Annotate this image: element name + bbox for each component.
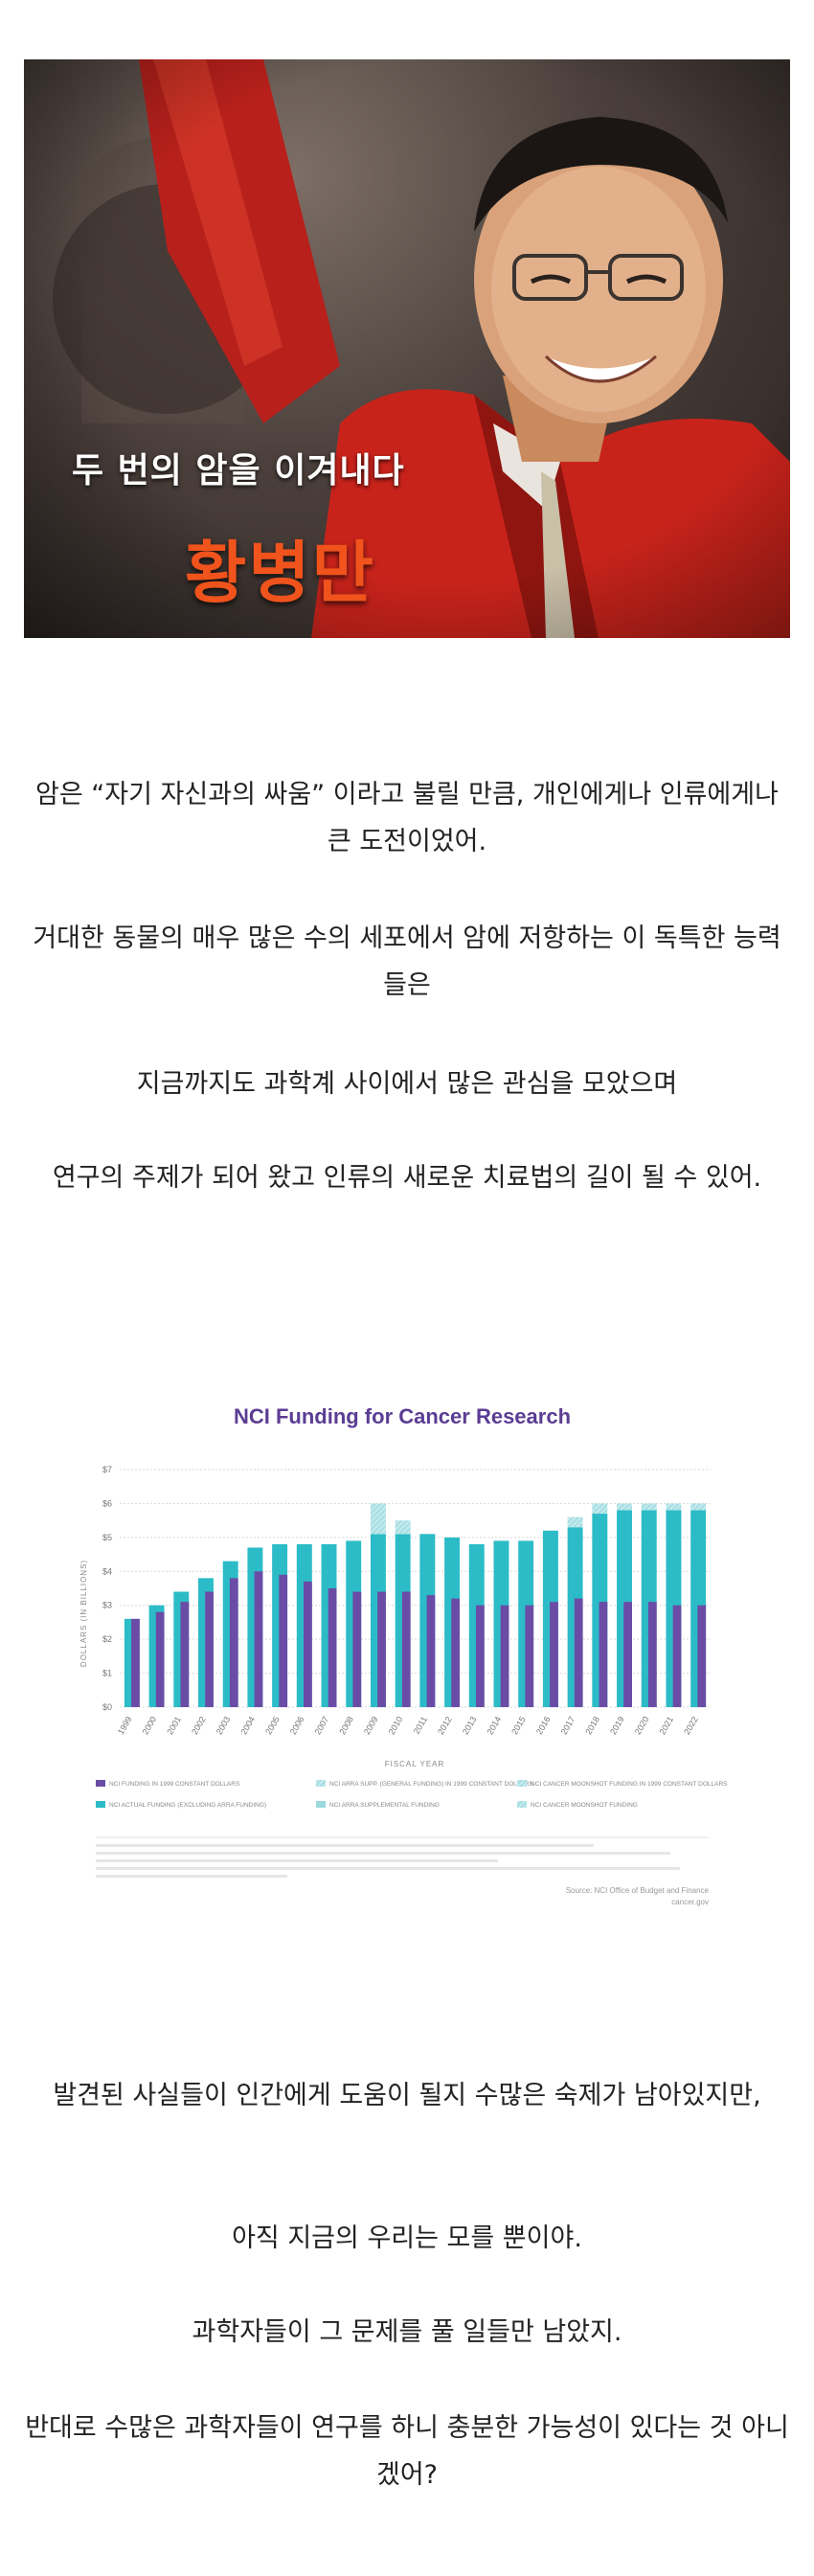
bar-constant-dollars bbox=[426, 1595, 436, 1707]
portrait-illustration bbox=[24, 59, 790, 638]
nci-funding-chart: NCI Funding for Cancer Research $0 $1 $2 $3… bbox=[67, 1383, 737, 1949]
chart-source: Source: NCI Office of Budget and Finance bbox=[566, 1886, 710, 1895]
bar-constant-dollars bbox=[672, 1605, 682, 1707]
y-tick-label: $5 bbox=[102, 1533, 112, 1542]
x-tick-label: 2015 bbox=[509, 1715, 528, 1736]
legend-swatch bbox=[316, 1780, 326, 1787]
legend-label: NCI ARRA SUPPLEMENTAL FUNDING bbox=[329, 1802, 440, 1809]
x-tick-label: 2016 bbox=[534, 1715, 553, 1736]
bar-constant-dollars bbox=[599, 1602, 608, 1707]
bar-constant-dollars bbox=[500, 1605, 509, 1707]
x-tick-label: 2005 bbox=[263, 1715, 282, 1736]
hero-photo: 두 번의 암을 이겨내다 황병만 bbox=[24, 59, 790, 638]
bar-constant-dollars bbox=[254, 1571, 263, 1707]
x-tick-label: 1999 bbox=[116, 1715, 134, 1736]
bar-constant-dollars bbox=[697, 1605, 707, 1707]
x-tick-label: 2007 bbox=[313, 1715, 331, 1736]
x-tick-label: 2019 bbox=[608, 1715, 626, 1736]
x-tick-label: 2011 bbox=[412, 1715, 429, 1736]
bar-constant-dollars bbox=[155, 1611, 165, 1707]
x-tick-label: 2004 bbox=[238, 1715, 257, 1736]
footnotes bbox=[96, 1836, 709, 1878]
bar-constant-dollars bbox=[647, 1602, 657, 1707]
bar-constant-dollars bbox=[525, 1605, 534, 1707]
y-tick-label: $6 bbox=[102, 1498, 112, 1508]
paragraph-4: 연구의 주제가 되어 왔고 인류의 새로운 치료법의 길이 될 수 있어. bbox=[52, 1163, 762, 1193]
chart-source-site: cancer.gov bbox=[671, 1898, 709, 1906]
x-tick-label: 2014 bbox=[486, 1715, 504, 1736]
paragraph-3: 지금까지도 과학계 사이에서 많은 관심을 모았으며 bbox=[136, 1069, 678, 1099]
x-tick-label: 2022 bbox=[682, 1715, 700, 1736]
x-tick-label: 2002 bbox=[190, 1715, 208, 1736]
legend-label: NCI ARRA SUPP. (GENERAL FUNDING) IN 1999… bbox=[329, 1781, 534, 1788]
legend-swatch bbox=[517, 1801, 527, 1808]
legend-swatch bbox=[96, 1801, 105, 1808]
chart-canvas: $0 $1 $2 $3 $4 $5 $6 $7 1999 2000 2001 2002 2003 2004… bbox=[79, 1465, 728, 1906]
x-tick-label: 2001 bbox=[165, 1715, 183, 1736]
bar-constant-dollars bbox=[229, 1578, 238, 1707]
bar-arra-funding bbox=[395, 1520, 411, 1535]
bar-constant-dollars bbox=[328, 1588, 337, 1707]
x-axis-label: FISCAL YEAR bbox=[385, 1760, 445, 1768]
bar-moonshot-funding bbox=[567, 1516, 583, 1528]
x-tick-label: 2012 bbox=[436, 1715, 454, 1736]
bar-constant-dollars bbox=[550, 1602, 558, 1707]
paragraph-1: 암은 “자기 자신과의 싸움” 이라고 불릴 만큼, 개인에게나 인류에게나 큰… bbox=[35, 780, 779, 856]
chart-title: NCI Funding for Cancer Research bbox=[233, 1404, 572, 1428]
y-tick-label: $0 bbox=[102, 1702, 112, 1712]
y-axis-label: DOLLARS (IN BILLIONS) bbox=[79, 1560, 88, 1667]
bar-constant-dollars bbox=[304, 1581, 312, 1707]
legend-label: NCI ACTUAL FUNDING (EXCLUDING ARRA FUNDI… bbox=[109, 1802, 266, 1809]
y-tick-label: $4 bbox=[102, 1566, 112, 1576]
x-tick-label: 2010 bbox=[387, 1715, 405, 1736]
bar-moonshot-funding bbox=[617, 1503, 632, 1511]
bar-constant-dollars bbox=[279, 1574, 288, 1707]
paragraph-2: 거대한 동물의 매우 많은 수의 세포에서 암에 저항하는 이 독특한 능력들은 bbox=[33, 923, 781, 1000]
x-tick-label: 2020 bbox=[633, 1715, 651, 1736]
x-tick-label: 2018 bbox=[583, 1715, 601, 1736]
bar-constant-dollars bbox=[574, 1598, 583, 1707]
bar-moonshot-funding bbox=[666, 1503, 682, 1511]
legend-label: NCI CANCER MOONSHOT FUNDING bbox=[531, 1802, 638, 1809]
bar-moonshot-funding bbox=[641, 1503, 657, 1511]
x-tick-label: 2021 bbox=[657, 1715, 675, 1736]
bar-constant-dollars bbox=[475, 1605, 485, 1707]
y-tick-label: $3 bbox=[102, 1601, 112, 1610]
bar-constant-dollars bbox=[180, 1602, 190, 1707]
bar-constant-dollars bbox=[451, 1598, 461, 1707]
y-tick-label: $1 bbox=[102, 1669, 112, 1678]
legend-swatch bbox=[316, 1801, 326, 1808]
bar-arra-funding bbox=[370, 1503, 386, 1535]
paragraph-5: 발견된 사실들이 인간에게 도움이 될지 수많은 숙제가 남아있지만, bbox=[53, 2081, 761, 2110]
y-tick-label: $2 bbox=[102, 1634, 112, 1644]
legend-swatch bbox=[517, 1780, 527, 1787]
hero-caption-line1: 두 번의 암을 이겨내다 bbox=[72, 451, 405, 490]
x-tick-label: 2017 bbox=[559, 1715, 577, 1736]
bar-constant-dollars bbox=[623, 1602, 632, 1707]
legend-label: NCI FUNDING IN 1999 CONSTANT DOLLARS bbox=[109, 1781, 240, 1788]
bar-constant-dollars bbox=[205, 1591, 214, 1707]
x-tick-label: 2000 bbox=[141, 1715, 159, 1736]
legend-label: NCI CANCER MOONSHOT FUNDING IN 1999 CONS… bbox=[531, 1781, 728, 1788]
bar-constant-dollars bbox=[352, 1591, 362, 1707]
legend-swatch bbox=[96, 1780, 105, 1787]
hero-caption-name: 황병만 bbox=[185, 534, 376, 612]
x-tick-label: 2008 bbox=[337, 1715, 355, 1736]
paragraph-6: 아직 지금의 우리는 모를 뿐이야. bbox=[232, 2223, 582, 2253]
paragraph-8: 반대로 수많은 과학자들이 연구를 하니 충분한 가능성이 있다는 것 아니겠어… bbox=[25, 2413, 789, 2490]
bar-constant-dollars bbox=[401, 1591, 411, 1707]
x-tick-label: 2006 bbox=[288, 1715, 306, 1736]
x-tick-label: 2013 bbox=[461, 1715, 479, 1736]
y-tick-label: $7 bbox=[102, 1465, 112, 1474]
paragraph-7: 과학자들이 그 문제를 풀 일들만 남았지. bbox=[192, 2317, 622, 2347]
x-tick-label: 2003 bbox=[215, 1715, 233, 1736]
x-tick-label: 2009 bbox=[362, 1715, 380, 1736]
bar-constant-dollars bbox=[131, 1618, 140, 1707]
bar-constant-dollars bbox=[377, 1591, 386, 1707]
bar-moonshot-funding bbox=[592, 1503, 608, 1515]
bar-moonshot-funding bbox=[690, 1503, 707, 1511]
